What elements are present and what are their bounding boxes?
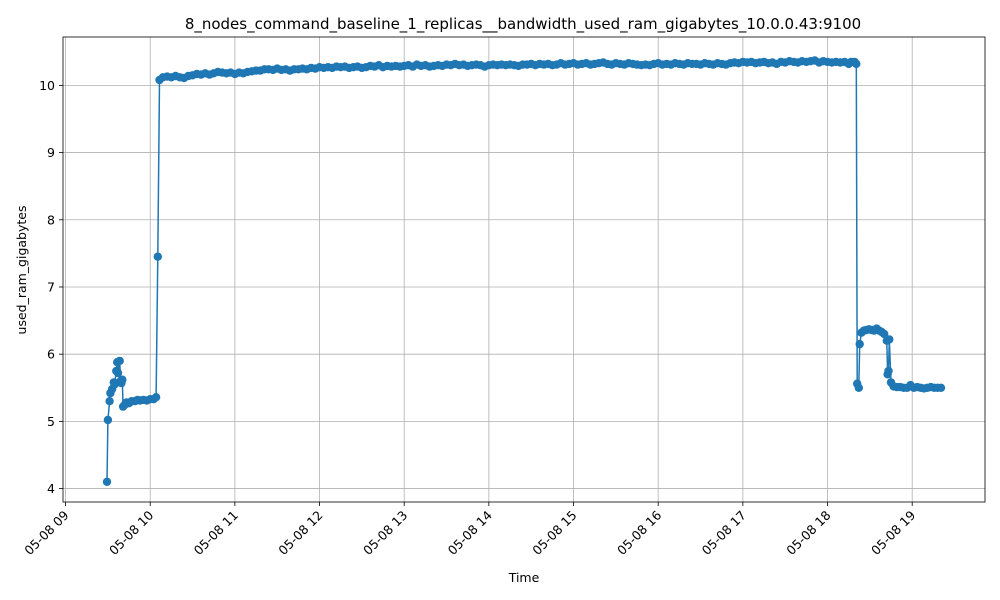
y-tick-label: 6	[47, 347, 55, 362]
data-point	[885, 335, 894, 344]
data-point	[102, 477, 112, 486]
data-point	[852, 59, 861, 69]
y-axis-ticks: 4 5 6 7 8 9 10	[39, 78, 63, 496]
grid-lines	[63, 37, 985, 502]
data-point	[153, 252, 162, 261]
y-tick-label: 4	[47, 481, 55, 496]
x-axis-label: Time	[508, 570, 540, 585]
data-point	[105, 397, 114, 406]
data-point	[103, 415, 113, 425]
y-axis-label: used_ram_gigabytes	[14, 206, 29, 335]
data-point	[854, 383, 863, 392]
data-point	[115, 356, 124, 366]
plot-frame	[62, 36, 986, 503]
data-point	[936, 383, 946, 392]
y-tick-label: 8	[47, 212, 55, 227]
chart-title: 8_nodes_command_baseline_1_replicas__ban…	[185, 15, 861, 34]
data-point	[113, 368, 123, 378]
y-tick-label: 7	[47, 279, 55, 294]
data-point	[855, 339, 864, 349]
data-point	[880, 329, 889, 339]
y-tick-label: 10	[39, 78, 55, 93]
data-point	[118, 375, 127, 384]
y-tick-label: 9	[47, 145, 55, 160]
data-point	[884, 366, 893, 376]
series-layer	[102, 56, 946, 486]
y-tick-label: 5	[47, 414, 55, 429]
data-point	[151, 393, 161, 402]
